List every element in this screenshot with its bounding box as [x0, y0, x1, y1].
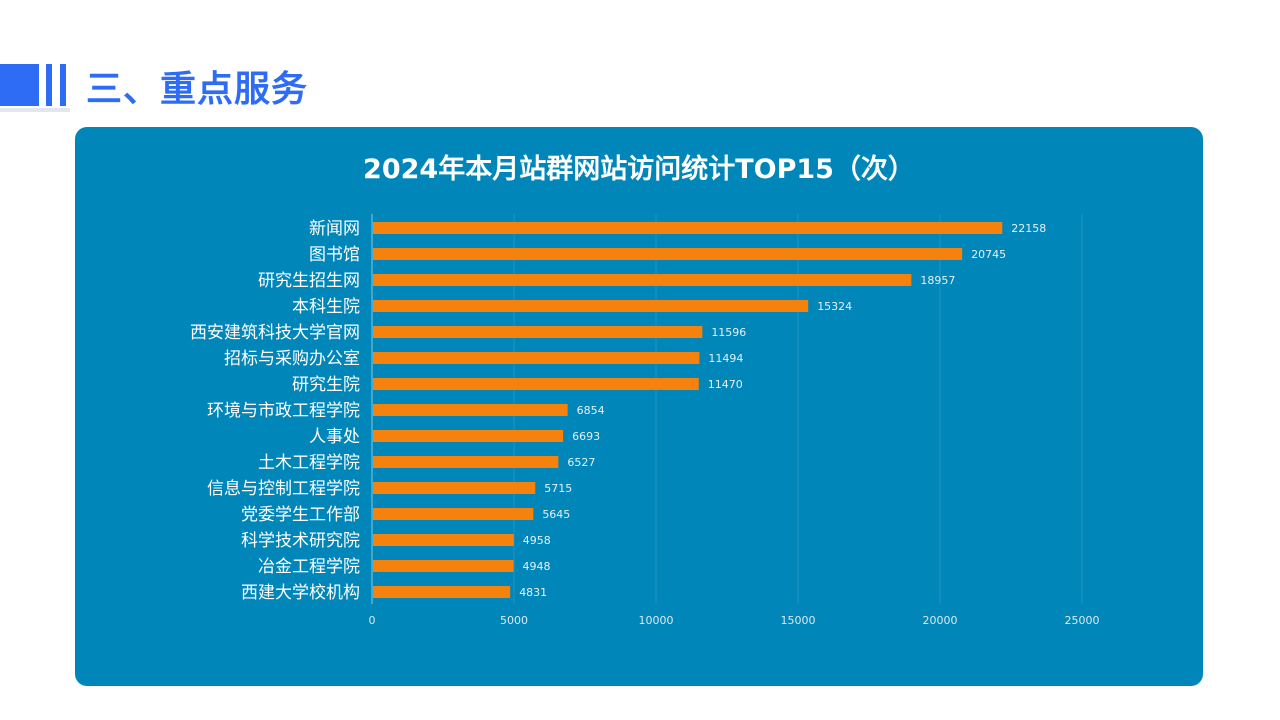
data-label: 11470	[708, 378, 743, 391]
bar	[373, 378, 699, 390]
heading-accent-stripe	[46, 64, 52, 106]
x-tick-label: 5000	[500, 614, 528, 627]
bar	[373, 456, 559, 468]
x-tick-label: 25000	[1065, 614, 1100, 627]
chart-panel: 2024年本月站群网站访问统计TOP15（次） 0 5000 10000 15000 2…	[75, 127, 1203, 686]
bar	[373, 222, 1003, 234]
section-title: 三、重点服务	[86, 69, 309, 110]
data-label: 15324	[817, 300, 852, 313]
heading-accent-block	[0, 64, 39, 106]
bar	[373, 508, 534, 520]
data-label: 5715	[544, 482, 572, 495]
bar	[373, 560, 514, 572]
bar	[373, 404, 568, 416]
heading-accent-stripe	[60, 64, 66, 106]
bar	[373, 586, 511, 598]
category-label: 科学技术研究院	[241, 531, 360, 551]
x-tick-label: 0	[369, 614, 376, 627]
data-label: 4948	[523, 560, 551, 573]
heading-accent-shadow	[0, 108, 70, 112]
category-label: 冶金工程学院	[258, 557, 360, 577]
category-label: 研究生招生网	[258, 271, 360, 291]
data-label: 11596	[711, 326, 746, 339]
bar	[373, 482, 536, 494]
data-label: 4958	[523, 534, 551, 547]
bar	[373, 248, 963, 260]
category-label: 研究生院	[292, 375, 360, 395]
category-label: 招标与采购办公室	[224, 349, 360, 369]
bar-chart: 0 5000 10000 15000 20000 25000 新闻网 22158 图书馆 2074…	[190, 214, 1100, 627]
x-tick-label: 10000	[639, 614, 674, 627]
bar	[373, 430, 564, 442]
category-label: 西安建筑科技大学官网	[190, 323, 360, 343]
category-label: 环境与市政工程学院	[207, 401, 360, 421]
chart-title: 2024年本月站群网站访问统计TOP15（次）	[363, 154, 915, 185]
bar	[373, 274, 912, 286]
category-label: 党委学生工作部	[241, 505, 360, 525]
bar	[373, 534, 514, 546]
bar	[373, 326, 703, 338]
data-label: 22158	[1011, 222, 1046, 235]
bar	[373, 300, 809, 312]
category-label: 人事处	[309, 427, 360, 447]
data-label: 11494	[708, 352, 743, 365]
category-label: 信息与控制工程学院	[207, 479, 360, 499]
category-label: 本科生院	[292, 297, 360, 317]
bar	[373, 352, 700, 364]
data-label: 6854	[577, 404, 605, 417]
section-heading: 三、重点服务	[0, 58, 420, 114]
x-tick-label: 15000	[781, 614, 816, 627]
x-tick-label: 20000	[923, 614, 958, 627]
data-label: 18957	[920, 274, 955, 287]
data-label: 20745	[971, 248, 1006, 261]
category-label: 土木工程学院	[258, 453, 360, 473]
data-label: 6527	[567, 456, 595, 469]
data-label: 5645	[542, 508, 570, 521]
data-label: 6693	[572, 430, 600, 443]
data-label: 4831	[519, 586, 547, 599]
category-label: 图书馆	[309, 245, 360, 265]
category-label: 西建大学校机构	[241, 583, 360, 603]
category-label: 新闻网	[309, 219, 360, 239]
